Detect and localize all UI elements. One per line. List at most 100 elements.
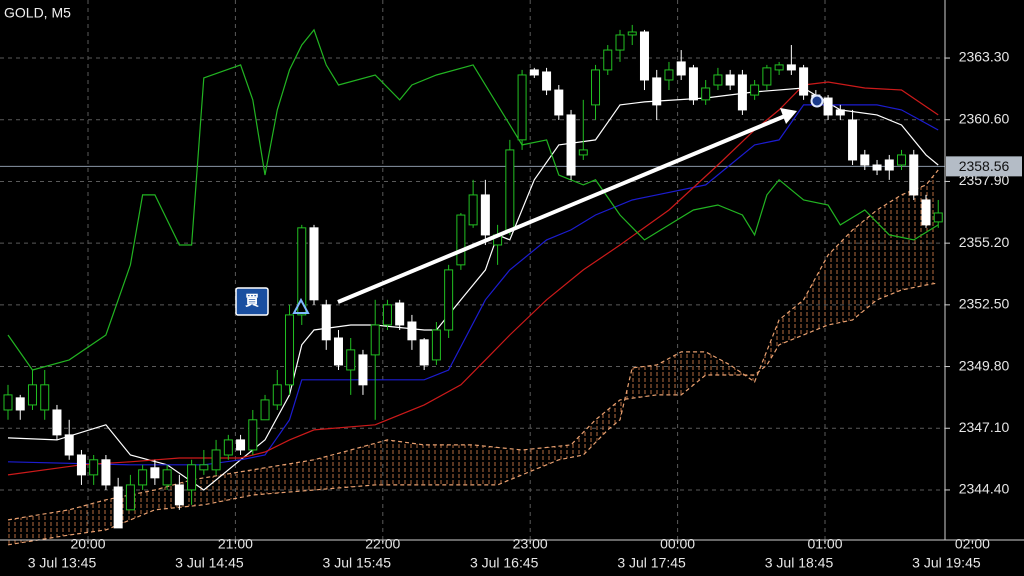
candle-body <box>480 194 490 236</box>
candle-body <box>248 419 258 451</box>
candle-body <box>15 397 25 411</box>
candle-body <box>309 227 319 301</box>
candle-body <box>382 304 392 326</box>
candle-body <box>52 409 62 436</box>
candle-body <box>346 349 356 371</box>
y-tick-label: 2355.20 <box>959 234 1010 250</box>
candle-body <box>3 394 13 411</box>
candle-body <box>395 302 405 326</box>
candle-body <box>750 84 760 96</box>
x-tick-label: 00:00 <box>660 536 695 552</box>
indicator-line <box>7 282 939 521</box>
y-tick-label: 2347.10 <box>959 419 1010 435</box>
indicator-line <box>7 87 939 491</box>
candle-body <box>76 454 86 476</box>
candle-body <box>664 69 674 81</box>
candle-body <box>162 469 172 486</box>
y-tick-label: 2352.50 <box>959 296 1010 312</box>
candle-body <box>150 467 160 479</box>
x-date-label: 3 Jul 19:45 <box>912 555 981 571</box>
candle-body <box>884 159 894 171</box>
candle-body <box>125 484 135 511</box>
candle-body <box>27 384 37 406</box>
candle-body <box>40 384 50 411</box>
candle-body <box>713 74 723 86</box>
candle-body <box>199 464 209 471</box>
candle-body <box>799 67 809 96</box>
candle-body <box>652 77 662 106</box>
candle-body <box>725 74 735 86</box>
candle-body <box>823 97 833 116</box>
x-date-label: 3 Jul 13:45 <box>28 555 97 571</box>
candle-body <box>370 324 380 356</box>
candle-body <box>187 464 197 491</box>
buy-triangle <box>292 297 310 314</box>
chart-title: GOLD, M5 <box>4 5 71 21</box>
candle-body <box>211 449 221 471</box>
y-tick-label: 2349.80 <box>959 357 1010 373</box>
y-tick-label: 2344.40 <box>959 481 1010 497</box>
candle-body <box>786 64 796 71</box>
candle-body <box>272 384 282 406</box>
candle-body <box>627 31 637 36</box>
x-tick-label: 02:00 <box>955 536 990 552</box>
candles <box>3 24 943 529</box>
candle-body <box>285 314 295 386</box>
candle-body <box>260 399 270 421</box>
arrow-head <box>780 108 797 124</box>
trend-arrow <box>337 114 786 304</box>
candle-body <box>848 119 858 161</box>
candle-body <box>591 69 601 106</box>
candle-body <box>529 69 539 76</box>
x-tick-label: 21:00 <box>218 536 253 552</box>
candle-body <box>174 484 184 506</box>
candle-body <box>676 61 686 76</box>
candle-body <box>431 329 441 361</box>
candle-body <box>358 354 368 386</box>
cloud-fill <box>8 170 939 545</box>
candle-body <box>909 154 919 196</box>
x-tick-label: 20:00 <box>70 536 105 552</box>
candle-body <box>774 64 784 71</box>
candle-body <box>688 67 698 101</box>
current-price-box <box>946 156 1022 177</box>
candle-body <box>138 469 148 486</box>
candle-body <box>419 339 429 366</box>
candle-body <box>554 89 564 116</box>
x-tick-label: 23:00 <box>513 536 548 552</box>
candle-body <box>603 49 613 71</box>
candle-body <box>236 439 246 451</box>
candle-body <box>566 114 576 176</box>
candle-body <box>64 434 74 456</box>
x-tick-label: 22:00 <box>365 536 400 552</box>
candle-body <box>897 154 907 166</box>
candle-body <box>872 164 882 171</box>
indicator-line <box>7 169 939 546</box>
y-tick-label: 2360.60 <box>959 110 1010 126</box>
x-date-label: 3 Jul 15:45 <box>323 555 392 571</box>
candle-body <box>542 71 552 91</box>
x-date-label: 3 Jul 18:45 <box>765 555 834 571</box>
candle-body <box>517 74 527 141</box>
y-tick-label: 2363.30 <box>959 49 1010 65</box>
candle-body <box>639 31 649 81</box>
x-date-label: 3 Jul 17:45 <box>617 555 686 571</box>
candle-body <box>578 149 588 156</box>
candle-body <box>762 67 772 86</box>
x-date-label: 3 Jul 14:45 <box>175 555 244 571</box>
candle-body <box>101 459 111 486</box>
candle-body <box>860 154 870 166</box>
candle-body <box>701 87 711 101</box>
buy-label-box <box>235 287 269 316</box>
candle-body <box>444 269 454 331</box>
candle-body <box>615 34 625 51</box>
annotations: 買 <box>235 94 824 316</box>
candle-body <box>835 109 845 116</box>
candle-body <box>223 439 233 456</box>
candle-body <box>297 227 307 316</box>
cloud <box>7 169 939 546</box>
candle-body <box>456 214 466 266</box>
candle-body <box>737 74 747 111</box>
